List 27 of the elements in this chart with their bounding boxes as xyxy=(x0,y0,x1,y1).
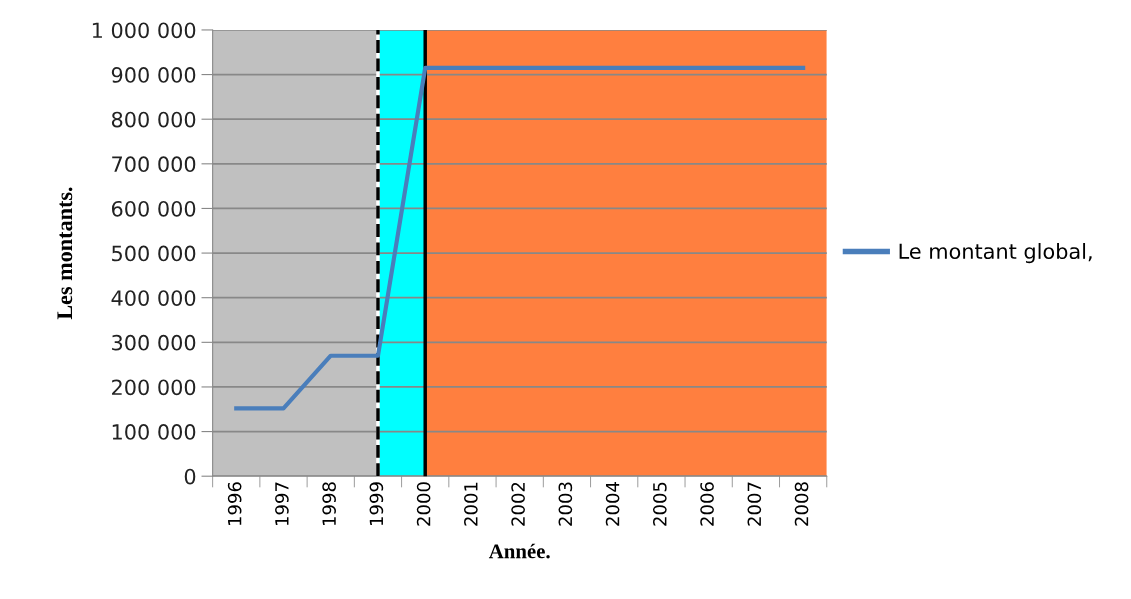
x-tick-label: 2003 xyxy=(558,482,573,526)
x-tick-label: 1998 xyxy=(322,482,336,526)
x-tick-label: 2007 xyxy=(747,482,762,526)
y-tick-label: 300 000 xyxy=(112,334,196,351)
x-tick-label: 2001 xyxy=(464,482,478,526)
y-tick-label: 500 000 xyxy=(112,245,196,262)
x-tick-label: 2008 xyxy=(794,482,809,526)
y-tick-label: 900 000 xyxy=(111,67,196,83)
y-tick-label: 0 xyxy=(184,468,196,485)
x-tick-label: 2005 xyxy=(653,482,667,526)
y-tick-label: 800 000 xyxy=(111,111,196,128)
x-tick-label: 1999 xyxy=(369,482,384,526)
y-tick-label: 700 000 xyxy=(112,156,196,173)
y-tick-label: 200 000 xyxy=(112,379,196,396)
x-axis-title: Année. xyxy=(488,543,550,559)
y-tick-label: 100 000 xyxy=(112,424,196,440)
y-tick-label: 600 000 xyxy=(111,200,196,217)
x-tick-label: 1997 xyxy=(275,482,289,526)
x-tick-label: 1996 xyxy=(227,482,242,526)
legend-label: Le montant global, xyxy=(899,243,1092,264)
x-tick-label: 2004 xyxy=(605,482,620,526)
x-tick-label: 2006 xyxy=(700,482,714,526)
y-tick-label: 1 000 000 xyxy=(92,22,196,39)
y-axis-title: Les montants. xyxy=(57,187,73,320)
x-tick-label: 2002 xyxy=(511,482,525,526)
x-tick-label: 2000 xyxy=(416,482,431,526)
y-tick-label: 400 000 xyxy=(111,290,196,306)
